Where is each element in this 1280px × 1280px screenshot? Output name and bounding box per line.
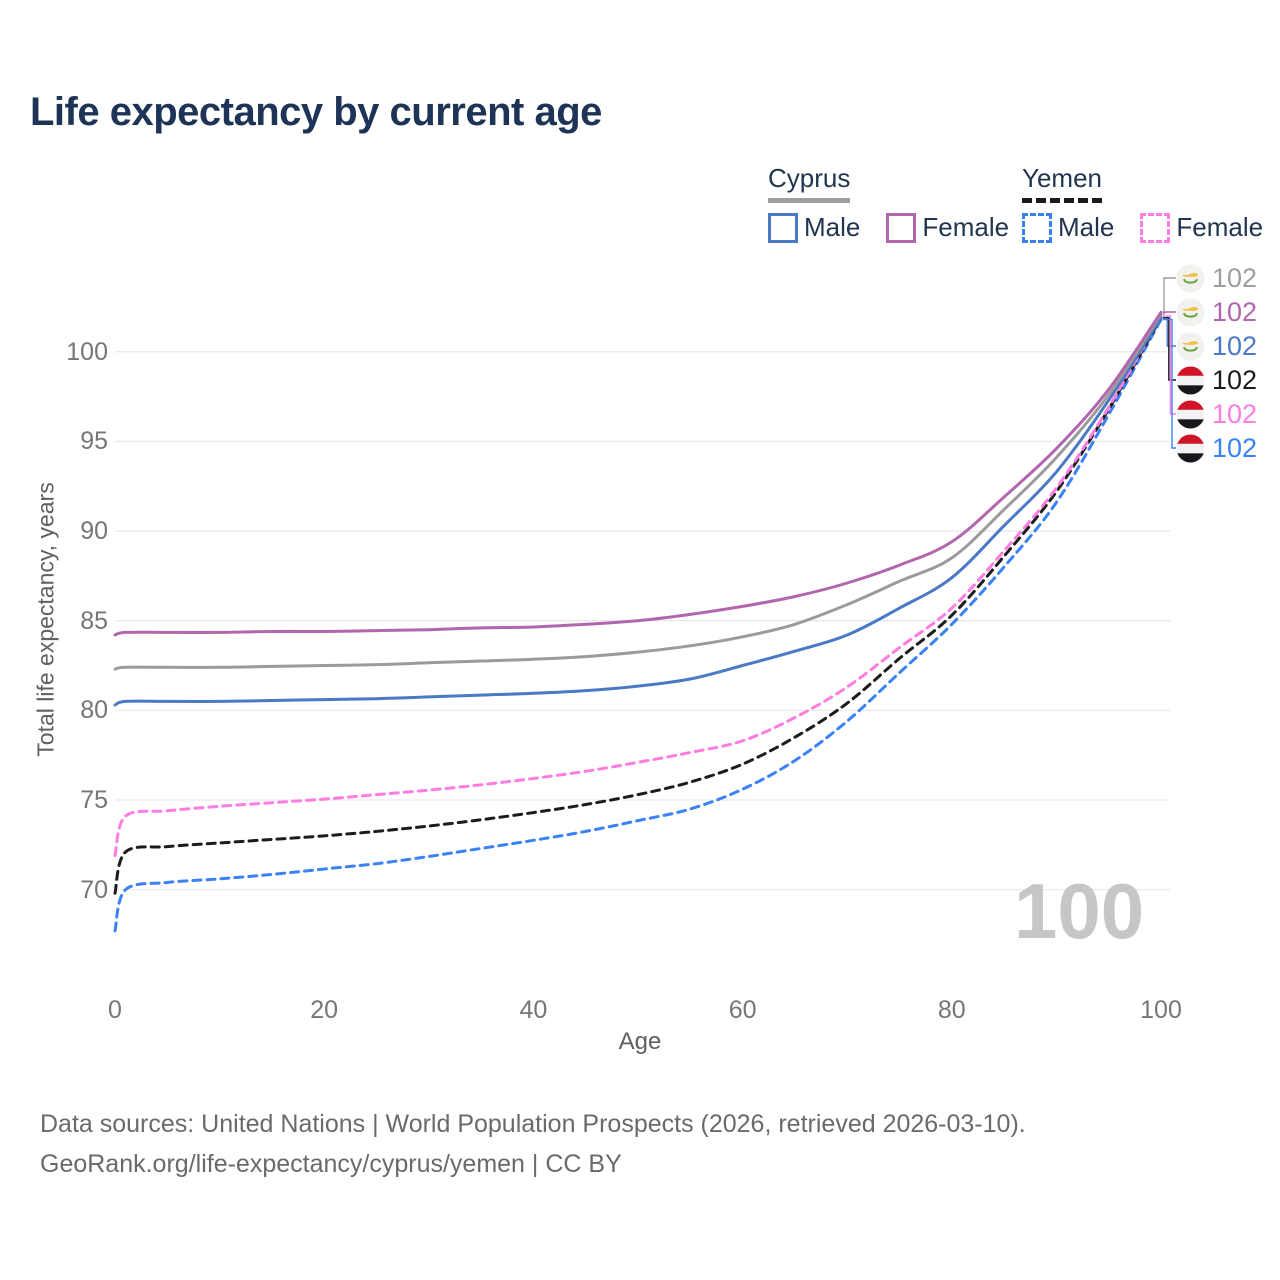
legend-swatch xyxy=(1140,212,1171,243)
series-line-yemen-female[interactable] xyxy=(113,314,1163,858)
y-tick-label: 100 xyxy=(66,337,108,366)
end-label-value: 102 xyxy=(1212,330,1258,361)
end-label-yemen-female: 102 xyxy=(1176,397,1257,431)
legend-item-cyprus-male[interactable]: Male xyxy=(768,212,860,243)
end-label-value: 102 xyxy=(1212,432,1258,463)
legend-item-label: Male xyxy=(804,212,861,242)
series-line-yemen-both[interactable] xyxy=(113,316,1163,895)
x-tick-label: 80 xyxy=(937,996,966,1024)
end-label-yemen-male: 102 xyxy=(1176,431,1257,465)
legend-item-cyprus-female[interactable]: Female xyxy=(886,212,1009,243)
end-label-value: 102 xyxy=(1212,262,1258,293)
legend-dashed-underline xyxy=(1022,198,1102,203)
legend-item-label: Female xyxy=(1176,212,1264,242)
yemen-flag-icon xyxy=(1176,365,1205,395)
x-tick-label: 20 xyxy=(310,996,339,1024)
legend-item-label: Female xyxy=(922,212,1010,242)
y-tick-label: 85 xyxy=(80,606,108,635)
cyprus-flag xyxy=(1176,263,1205,293)
x-axis-title: Age xyxy=(618,1028,662,1055)
cyprus-flag-icon xyxy=(1176,297,1205,327)
age-watermark: 100 xyxy=(1014,867,1145,955)
legend-group-yemen: Yemen Male Female xyxy=(1022,163,1280,243)
cyprus-flag-icon xyxy=(1176,263,1205,293)
footer-data-sources: Data sources: United Nations | World Pop… xyxy=(40,1110,1026,1138)
end-label-yemen-both: 102 xyxy=(1176,363,1257,397)
series-line-cyprus-male[interactable] xyxy=(113,316,1163,707)
chart-title: Life expectancy by current age xyxy=(30,90,602,134)
end-label-value: 102 xyxy=(1212,398,1258,429)
y-axis-title: Total life expectancy, years xyxy=(32,482,59,757)
legend-group-cyprus: Cyprus Male Female xyxy=(768,163,1035,243)
yemen-flag-icon xyxy=(1176,399,1205,429)
legend-country-label: Cyprus xyxy=(768,163,851,193)
y-tick-label: 80 xyxy=(80,696,108,725)
legend-swatch xyxy=(886,212,917,243)
legend-swatch xyxy=(1022,212,1052,243)
end-label-cyprus-male: 102 xyxy=(1176,329,1257,363)
yemen-flag xyxy=(1176,433,1205,463)
y-tick-label: 90 xyxy=(80,517,108,546)
end-label-cyprus-both: 102 xyxy=(1176,261,1257,295)
y-tick-label: 70 xyxy=(80,875,108,904)
legend-country-label: Yemen xyxy=(1022,163,1102,193)
end-label-cyprus-female: 102 xyxy=(1176,295,1257,329)
yemen-flag xyxy=(1176,365,1205,395)
end-label-value: 102 xyxy=(1212,296,1258,327)
footer-attribution: GeoRank.org/life-expectancy/cyprus/yemen… xyxy=(40,1150,622,1178)
x-tick-label: 60 xyxy=(728,996,757,1024)
x-tick-label: 40 xyxy=(519,996,548,1024)
end-label-leader-lines xyxy=(1163,277,1176,449)
legend-item-yemen-male[interactable]: Male xyxy=(1022,212,1114,243)
legend-swatch xyxy=(768,212,798,243)
legend-item-yemen-female[interactable]: Female xyxy=(1140,212,1263,243)
x-tick-label: 0 xyxy=(108,996,122,1024)
cyprus-flag-icon xyxy=(1176,331,1205,361)
y-tick-label: 75 xyxy=(80,786,108,814)
legend-item-label: Male xyxy=(1058,212,1115,242)
cyprus-flag xyxy=(1176,297,1205,327)
legend-solid-underline xyxy=(768,198,851,203)
series-line-cyprus-both[interactable] xyxy=(113,312,1163,671)
series-line-yemen-male[interactable] xyxy=(113,318,1163,933)
gridlines xyxy=(115,351,1170,891)
end-label-value: 102 xyxy=(1212,364,1258,395)
yemen-flag xyxy=(1176,399,1205,429)
y-tick-label: 95 xyxy=(80,427,108,456)
series-line-cyprus-female[interactable] xyxy=(113,310,1163,637)
x-tick-label: 100 xyxy=(1140,996,1182,1024)
cyprus-flag xyxy=(1176,331,1205,361)
footer: Data sources: United Nations | World Pop… xyxy=(40,1104,1026,1184)
yemen-flag-icon xyxy=(1176,433,1205,463)
